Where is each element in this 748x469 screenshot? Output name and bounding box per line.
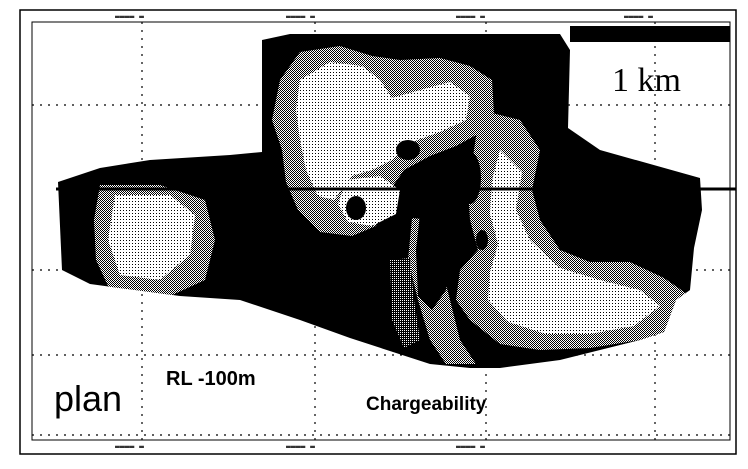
property-label: Chargeability xyxy=(366,394,487,415)
tick-label-top: ▬▬▬▬ ▬ xyxy=(115,12,144,21)
tick-label-top: ▬▬▬▬ ▬ xyxy=(286,12,315,21)
scale-bar-label: 1 km xyxy=(612,62,681,99)
chargeability-image xyxy=(58,34,702,368)
map-inner-frame xyxy=(31,21,731,441)
tick-label-bottom: ▬▬▬▬ ▬ xyxy=(456,442,485,451)
tick-label-bottom: ▬▬▬▬ ▬ xyxy=(115,442,144,451)
view-type-label: plan xyxy=(54,378,123,419)
tick-label-top: ▬▬▬▬ ▬ xyxy=(456,12,485,21)
scale-bar xyxy=(570,26,730,42)
reduced-level-label: RL -100m xyxy=(166,368,256,390)
tick-label-top: ▬▬▬▬ ▬ xyxy=(624,12,653,21)
tick-label-bottom: ▬▬▬▬ ▬ xyxy=(286,442,315,451)
